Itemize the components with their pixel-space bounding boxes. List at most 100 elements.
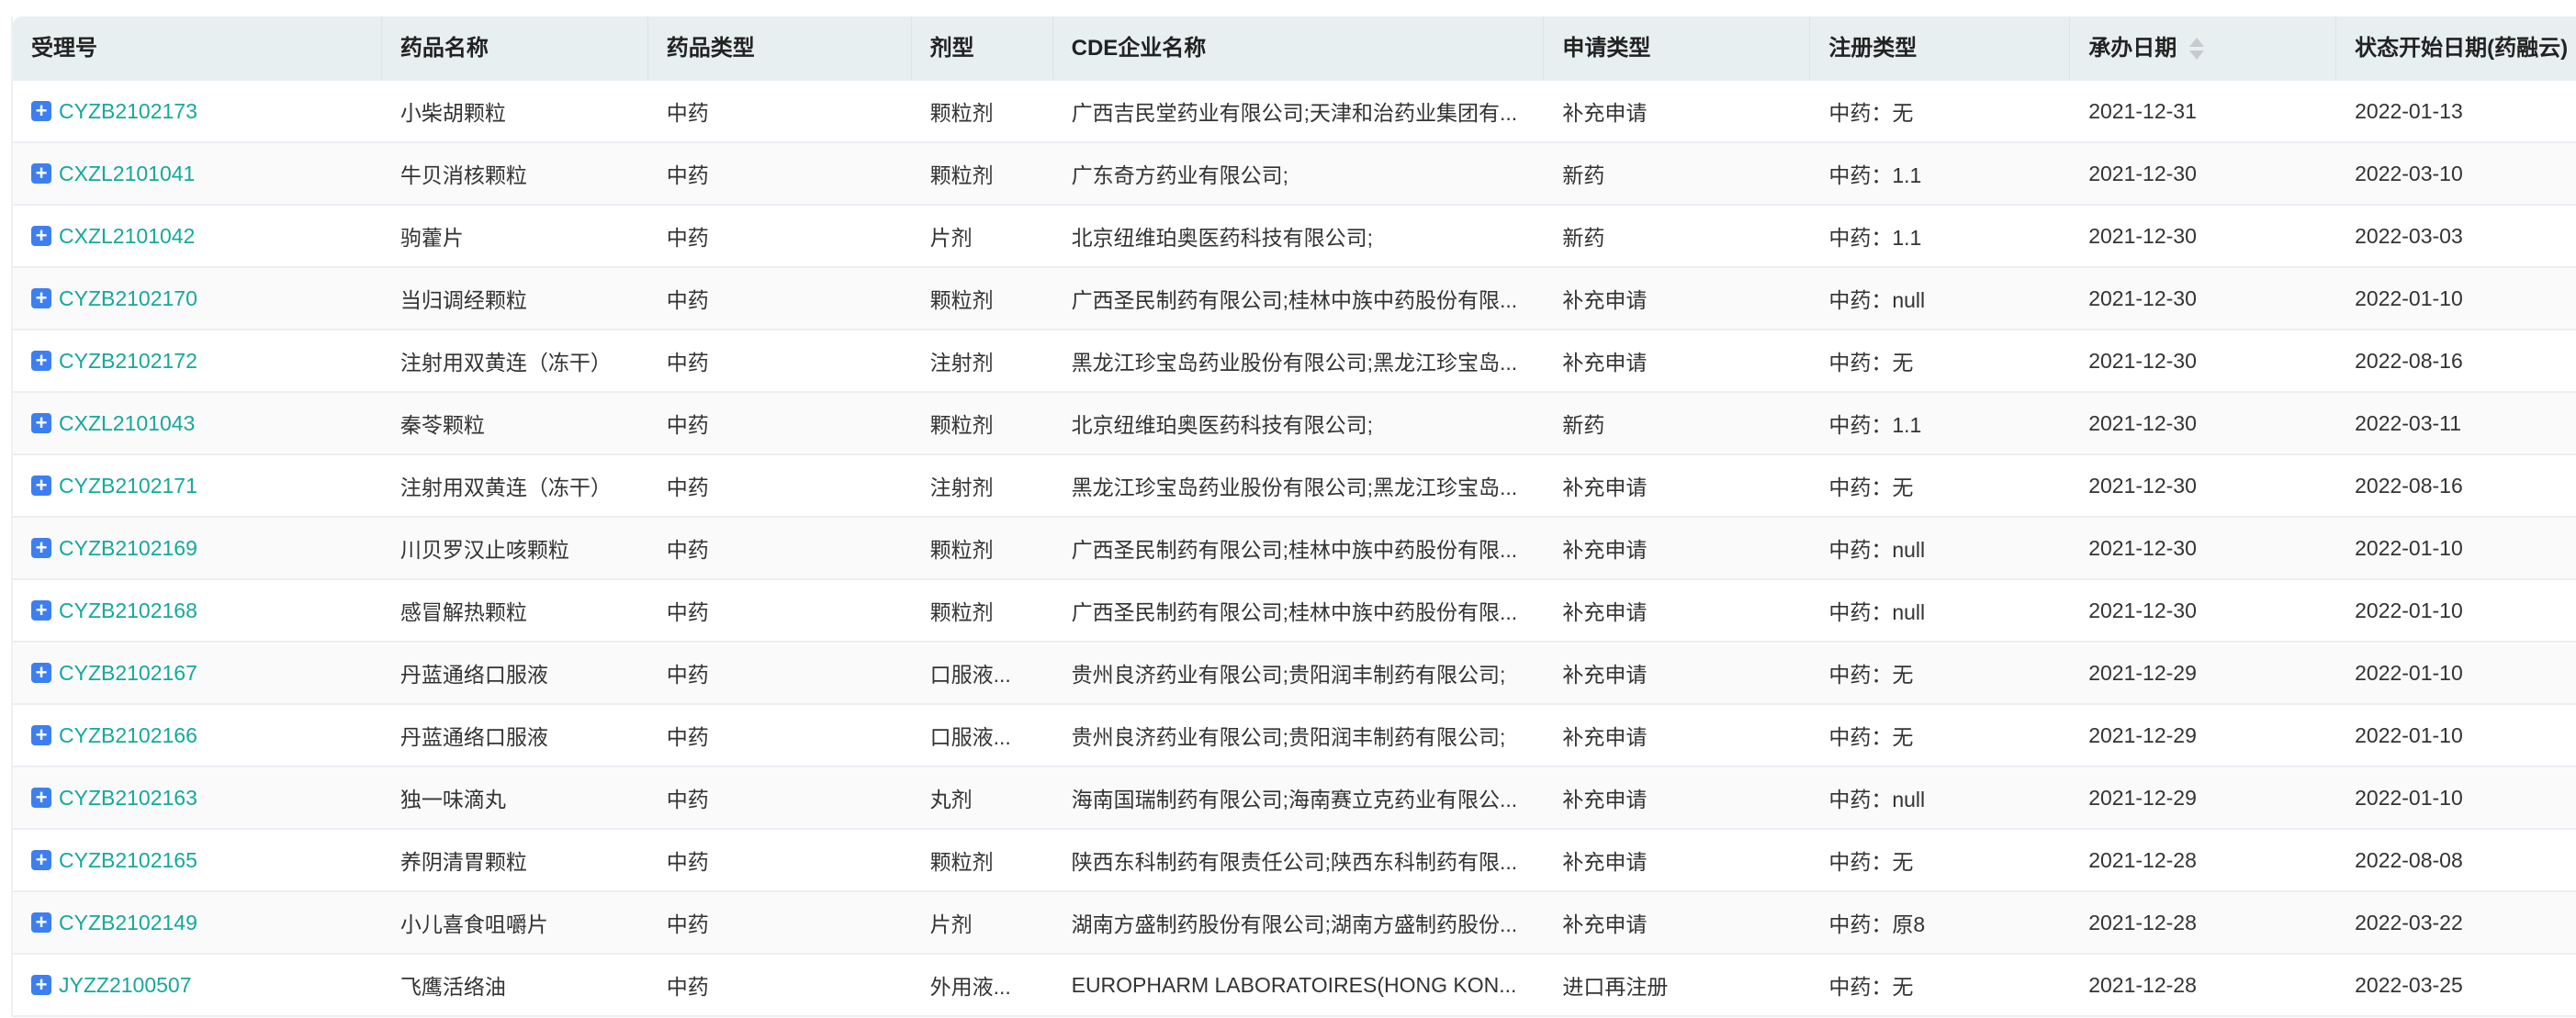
acceptance-no-link[interactable]: CYZB2102173 (59, 98, 197, 123)
table-row: + CXZL2101042 驹藿片 中药 片剂 北京纽维珀奥医药科技有限公司; 新药 中药：1… (13, 206, 2576, 268)
table-row: + JYZZ2100507 飞鹰活络油 中药 外用液... EUROPHARM LABOR… (13, 955, 2576, 1017)
acceptance-no-link[interactable]: CXZL2101041 (59, 161, 196, 185)
cell-undertake-date: 2021-12-28 (2088, 972, 2197, 997)
cell-undertake-date: 2021-12-30 (2088, 161, 2197, 185)
cell-drug-name: 川贝罗汉止咳颗粒 (399, 538, 569, 562)
cell-status-start-date: 2022-03-22 (2355, 910, 2463, 934)
cell-drug-type: 中药 (666, 226, 709, 250)
cell-undertake-date: 2021-12-30 (2088, 285, 2197, 310)
acceptance-no-link[interactable]: CXZL2101043 (59, 410, 196, 435)
cell-company: 广东奇方药业有限公司; (1071, 163, 1288, 187)
acceptance-no-link[interactable]: CYZB2102149 (59, 910, 197, 934)
cell-registration-type: 中药：null (1828, 600, 1926, 624)
cell-dosage-form: 颗粒剂 (929, 101, 994, 125)
cell-acceptance-no: + CYZB2102149 (13, 911, 382, 935)
acceptance-no-link[interactable]: CYZB2102167 (59, 660, 197, 685)
expand-row-icon[interactable]: + (31, 163, 51, 184)
cell-drug-type: 中药 (666, 413, 709, 437)
cell-undertake-date: 2021-12-30 (2088, 348, 2197, 373)
cell-application-type: 新药 (1562, 163, 1605, 187)
cell-application-type: 补充申请 (1562, 475, 1648, 499)
cell-drug-name: 感冒解热颗粒 (399, 600, 527, 624)
expand-row-icon[interactable]: + (31, 226, 51, 246)
acceptance-no-link[interactable]: CYZB2102168 (59, 598, 197, 622)
cell-registration-type: 中药：null (1828, 538, 1926, 562)
expand-row-icon[interactable]: + (31, 788, 51, 808)
table-row: + CXZL2101043 秦苓颗粒 中药 颗粒剂 北京纽维珀奥医药科技有限公司; 新药 中药… (13, 393, 2576, 455)
cell-registration-type: 中药：1.1 (1828, 226, 1922, 250)
cell-application-type: 补充申请 (1562, 788, 1648, 811)
table-header: 受理号 药品名称 药品类型 剂型 CDE企业名称 申请类型 注册类型 承办日期 … (13, 17, 2576, 81)
cell-company: 广西圣民制药有限公司;桂林中族中药股份有限... (1071, 538, 1518, 562)
cell-drug-type: 中药 (666, 475, 709, 499)
acceptance-no-link[interactable]: CYZB2102165 (59, 847, 197, 872)
cell-registration-type: 中药：1.1 (1828, 413, 1922, 437)
header-application-type: 申请类型 (1544, 17, 1811, 81)
acceptance-no-link[interactable]: CYZB2102170 (59, 285, 197, 310)
cell-undertake-date: 2021-12-28 (2088, 847, 2197, 872)
cell-dosage-form: 颗粒剂 (929, 288, 994, 312)
cell-dosage-form: 口服液... (929, 725, 1011, 749)
cell-drug-name: 丹蓝通络口服液 (399, 663, 548, 687)
expand-row-icon[interactable]: + (31, 538, 51, 558)
sort-icon[interactable] (2189, 37, 2205, 62)
cell-acceptance-no: + CYZB2102168 (13, 598, 382, 623)
expand-row-icon[interactable]: + (31, 725, 51, 745)
cell-registration-type: 中药：1.1 (1828, 163, 1922, 187)
cell-dosage-form: 颗粒剂 (929, 600, 994, 624)
cell-registration-type: 中药：无 (1828, 101, 1914, 125)
cell-status-start-date: 2022-03-25 (2355, 972, 2463, 997)
cell-status-start-date: 2022-01-10 (2355, 785, 2463, 810)
cell-drug-name: 当归调经颗粒 (399, 288, 527, 312)
cell-acceptance-no: + CXZL2101043 (13, 411, 382, 436)
header-registration-type: 注册类型 (1810, 17, 2071, 81)
expand-row-icon[interactable]: + (31, 413, 51, 433)
cell-registration-type: 中药：无 (1828, 475, 1914, 499)
expand-row-icon[interactable]: + (31, 850, 51, 870)
cell-acceptance-no: + CYZB2102166 (13, 723, 382, 748)
acceptance-no-link[interactable]: CYZB2102171 (59, 473, 197, 498)
acceptance-no-link[interactable]: CYZB2102172 (59, 348, 197, 373)
cell-status-start-date: 2022-01-10 (2355, 535, 2463, 560)
cell-acceptance-no: + CXZL2101042 (13, 224, 382, 249)
expand-row-icon[interactable]: + (31, 912, 51, 933)
expand-row-icon[interactable]: + (31, 101, 51, 121)
expand-row-icon[interactable]: + (31, 663, 51, 683)
cell-drug-type: 中药 (666, 725, 709, 749)
expand-row-icon[interactable]: + (31, 600, 51, 621)
cell-application-type: 补充申请 (1562, 725, 1648, 749)
table-row: + CYZB2102168 感冒解热颗粒 中药 颗粒剂 广西圣民制药有限公司;桂林中族中药… (13, 580, 2576, 643)
cell-drug-name: 小儿喜食咀嚼片 (399, 912, 548, 936)
header-undertake-date-label: 承办日期 (2088, 36, 2177, 61)
cell-dosage-form: 颗粒剂 (929, 850, 994, 874)
cell-application-type: 新药 (1562, 226, 1605, 250)
cell-status-start-date: 2022-01-13 (2355, 98, 2463, 123)
cell-dosage-form: 片剂 (929, 912, 973, 936)
cell-undertake-date: 2021-12-31 (2088, 98, 2197, 123)
cell-drug-type: 中药 (666, 288, 709, 312)
expand-row-icon[interactable]: + (31, 288, 51, 308)
table-row: + CYZB2102171 注射用双黄连（冻干） 中药 注射剂 黑龙江珍宝岛药业股份有限公… (13, 455, 2576, 518)
header-undertake-date[interactable]: 承办日期 (2070, 17, 2337, 81)
cell-status-start-date: 2022-08-16 (2355, 348, 2463, 373)
expand-row-icon[interactable]: + (31, 475, 51, 496)
cell-undertake-date: 2021-12-29 (2088, 785, 2197, 810)
cell-application-type: 补充申请 (1562, 600, 1648, 624)
cell-application-type: 补充申请 (1562, 351, 1648, 375)
cell-company: 湖南方盛制药股份有限公司;湖南方盛制药股份... (1071, 912, 1518, 936)
table-row: + CYZB2102163 独一味滴丸 中药 丸剂 海南国瑞制药有限公司;海南赛立克药业有… (13, 767, 2576, 830)
cell-acceptance-no: + JYZZ2100507 (13, 973, 382, 998)
cell-status-start-date: 2022-03-10 (2355, 161, 2463, 185)
acceptance-no-link[interactable]: CXZL2101042 (59, 223, 196, 248)
acceptance-no-link[interactable]: CYZB2102163 (59, 785, 197, 810)
expand-row-icon[interactable]: + (31, 351, 51, 371)
cell-drug-type: 中药 (666, 163, 709, 187)
cell-dosage-form: 丸剂 (929, 788, 973, 811)
expand-row-icon[interactable]: + (31, 975, 51, 995)
acceptance-no-link[interactable]: CYZB2102166 (59, 722, 197, 747)
cell-status-start-date: 2022-01-10 (2355, 722, 2463, 747)
acceptance-no-link[interactable]: CYZB2102169 (59, 535, 197, 560)
cell-dosage-form: 注射剂 (929, 475, 994, 499)
acceptance-no-link[interactable]: JYZZ2100507 (59, 972, 192, 997)
table-row: + CYZB2102149 小儿喜食咀嚼片 中药 片剂 湖南方盛制药股份有限公司;湖南方盛… (13, 892, 2576, 955)
